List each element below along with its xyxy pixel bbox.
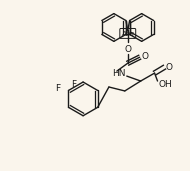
Text: O: O xyxy=(124,45,131,54)
Text: F: F xyxy=(71,80,76,89)
Text: HN: HN xyxy=(112,69,126,78)
FancyBboxPatch shape xyxy=(120,28,136,38)
Text: OH: OH xyxy=(159,80,172,89)
Text: O: O xyxy=(166,63,173,72)
Text: Abs: Abs xyxy=(121,31,134,37)
Text: O: O xyxy=(141,52,148,61)
Text: F: F xyxy=(55,84,61,93)
